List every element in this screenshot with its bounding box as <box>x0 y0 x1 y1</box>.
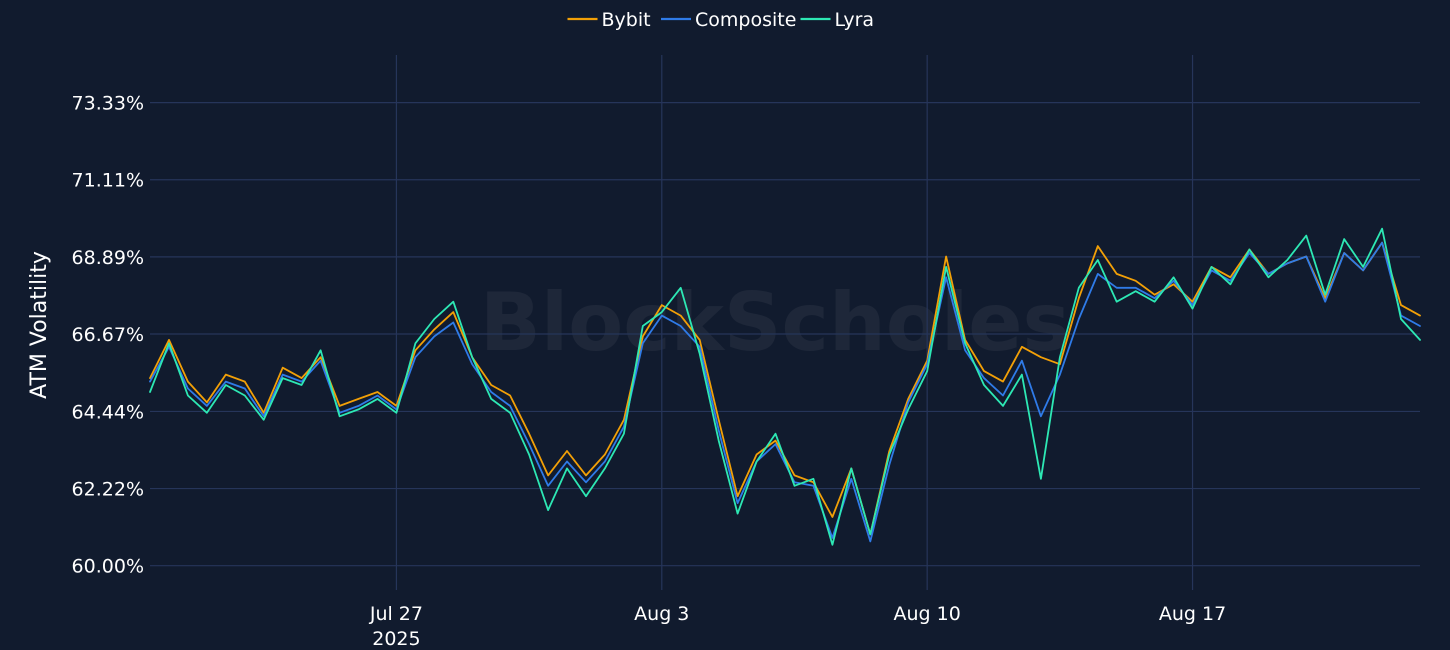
x-axis: Jul 27 2025 Aug 3 Aug 10 Aug 17 <box>369 603 1226 650</box>
y-axis: 60.00% 62.22% 64.44% 66.67% 68.89% 71.11% 73.3… <box>72 93 144 578</box>
legend-label: Bybit <box>602 9 651 31</box>
y-tick-label: 66.67% <box>72 324 144 346</box>
x-tick-label: Aug 17 <box>1159 603 1226 625</box>
y-tick-label: 71.11% <box>72 170 144 192</box>
y-tick-label: 73.33% <box>72 93 144 115</box>
x-year-label: 2025 <box>372 628 420 650</box>
grid-lines <box>150 55 1420 590</box>
x-tick-label: Aug 10 <box>894 603 961 625</box>
legend-label: Lyra <box>835 9 875 31</box>
legend-label: Composite <box>695 9 796 31</box>
legend[interactable]: Bybit Composite Lyra <box>567 9 875 31</box>
x-tick-label: Jul 27 <box>369 603 423 625</box>
x-tick-label: Aug 3 <box>634 603 689 625</box>
y-tick-label: 68.89% <box>72 247 144 269</box>
watermark: BlockScholes <box>480 276 1070 369</box>
y-axis-title: ATM Volatility <box>27 251 52 399</box>
legend-item-composite[interactable]: Composite <box>661 9 796 31</box>
series-line-lyra <box>149 227 1421 546</box>
y-tick-label: 64.44% <box>72 401 144 423</box>
y-tick-label: 60.00% <box>72 556 144 578</box>
series-line-composite <box>149 241 1421 543</box>
series-lines <box>149 227 1421 546</box>
y-tick-label: 62.22% <box>72 479 144 501</box>
legend-item-lyra[interactable]: Lyra <box>800 9 875 31</box>
legend-item-bybit[interactable]: Bybit <box>567 9 651 31</box>
